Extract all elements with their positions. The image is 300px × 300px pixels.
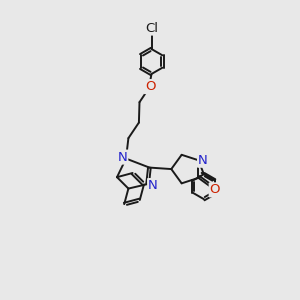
Text: N: N <box>198 154 208 167</box>
Text: O: O <box>145 80 155 93</box>
Text: Cl: Cl <box>145 22 158 34</box>
Text: O: O <box>210 183 220 196</box>
Text: N: N <box>148 179 158 192</box>
Text: N: N <box>118 151 127 164</box>
